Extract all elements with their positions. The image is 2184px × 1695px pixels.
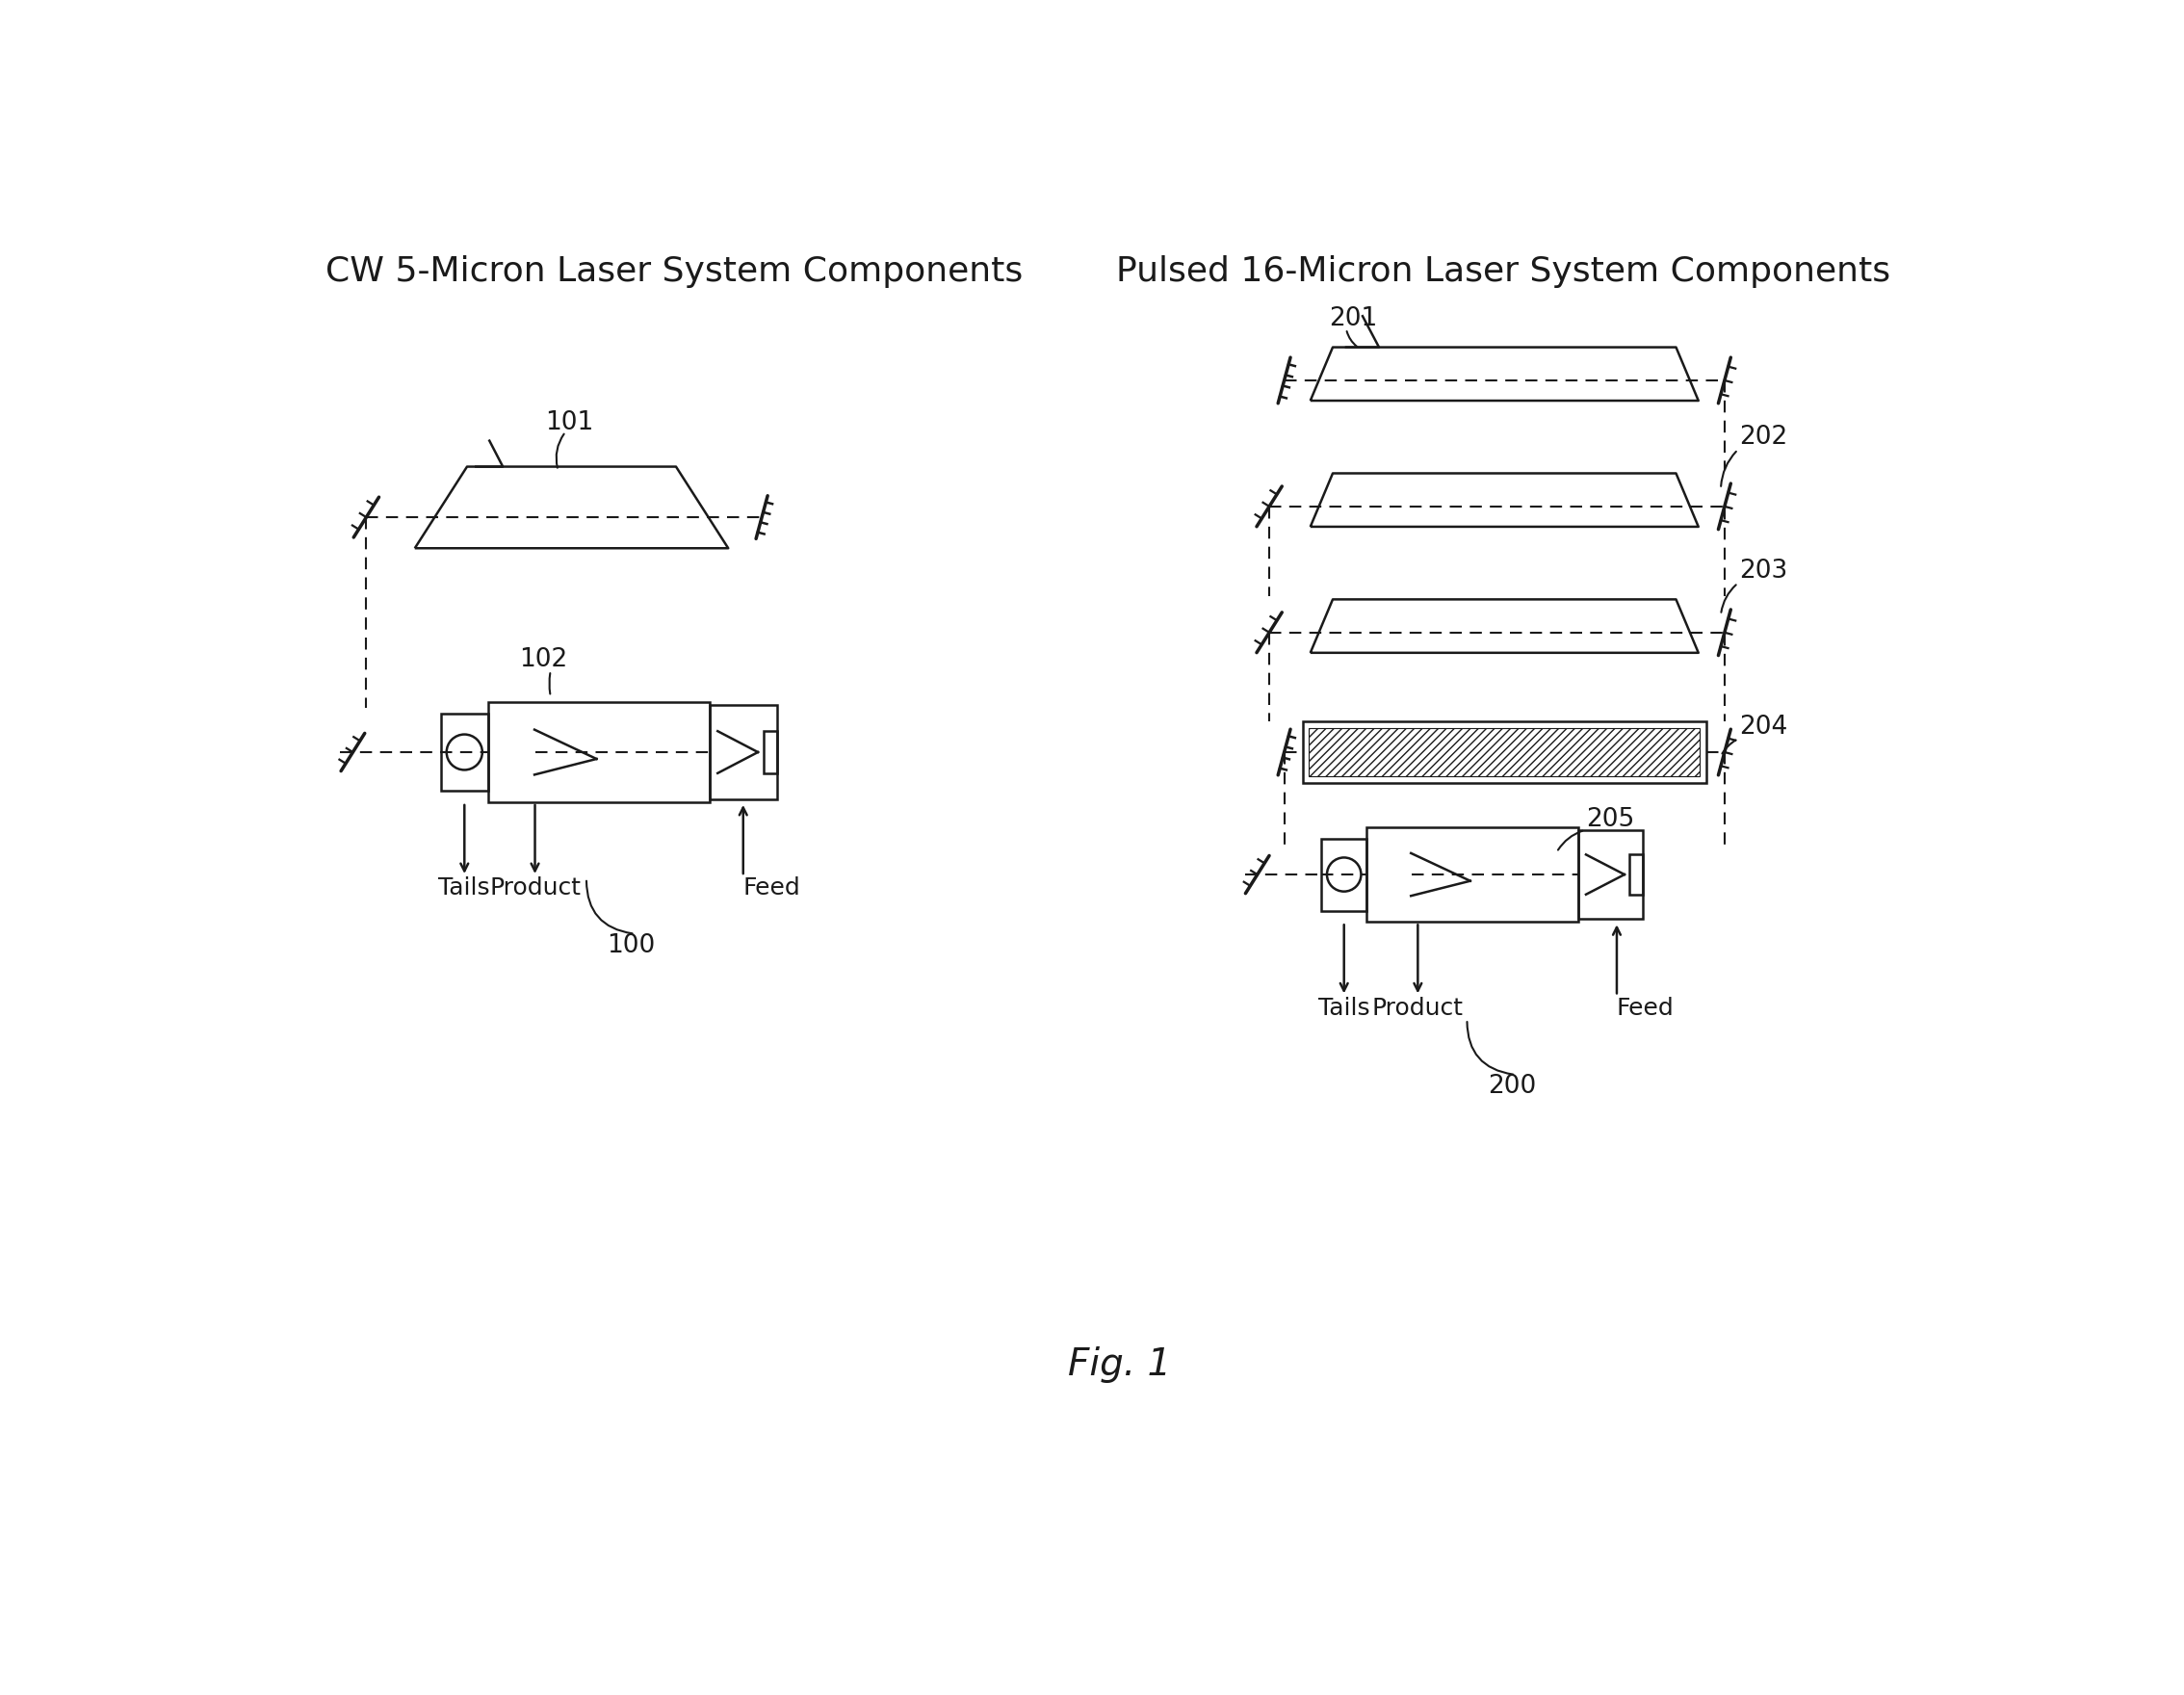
FancyArrowPatch shape bbox=[1348, 331, 1356, 346]
Text: Feed: Feed bbox=[1616, 997, 1675, 1019]
Bar bbox=[764, 731, 778, 773]
Text: 204: 204 bbox=[1738, 714, 1789, 739]
Text: 101: 101 bbox=[546, 410, 594, 436]
Bar bbox=[487, 702, 710, 802]
Text: 102: 102 bbox=[520, 647, 568, 673]
Bar bbox=[1304, 722, 1706, 783]
Text: Pulsed 16-Micron Laser System Components: Pulsed 16-Micron Laser System Components bbox=[1116, 256, 1891, 288]
Text: CW 5-Micron Laser System Components: CW 5-Micron Laser System Components bbox=[325, 256, 1022, 288]
Bar bbox=[441, 714, 487, 790]
Text: 201: 201 bbox=[1330, 307, 1378, 332]
Text: 100: 100 bbox=[607, 934, 655, 958]
Text: 205: 205 bbox=[1586, 807, 1636, 832]
Text: Feed: Feed bbox=[743, 876, 802, 900]
Text: 203: 203 bbox=[1738, 559, 1789, 583]
Bar bbox=[1579, 831, 1642, 919]
Text: 200: 200 bbox=[1487, 1075, 1535, 1098]
FancyArrowPatch shape bbox=[1723, 741, 1736, 754]
Bar bbox=[1629, 854, 1642, 895]
Text: Tails: Tails bbox=[1319, 997, 1369, 1019]
FancyArrowPatch shape bbox=[557, 434, 563, 468]
FancyArrowPatch shape bbox=[587, 881, 633, 934]
Text: 202: 202 bbox=[1738, 425, 1789, 451]
FancyArrowPatch shape bbox=[1721, 585, 1736, 612]
FancyArrowPatch shape bbox=[1557, 831, 1583, 849]
Text: Product: Product bbox=[489, 876, 581, 900]
Bar bbox=[1321, 839, 1367, 910]
Bar bbox=[1367, 827, 1579, 922]
Bar bbox=[710, 705, 778, 800]
Text: Product: Product bbox=[1372, 997, 1463, 1019]
Text: Tails: Tails bbox=[439, 876, 489, 900]
Bar bbox=[1308, 727, 1699, 776]
FancyArrowPatch shape bbox=[1468, 1022, 1514, 1075]
Text: Fig. 1: Fig. 1 bbox=[1068, 1346, 1171, 1383]
FancyArrowPatch shape bbox=[1721, 451, 1736, 486]
